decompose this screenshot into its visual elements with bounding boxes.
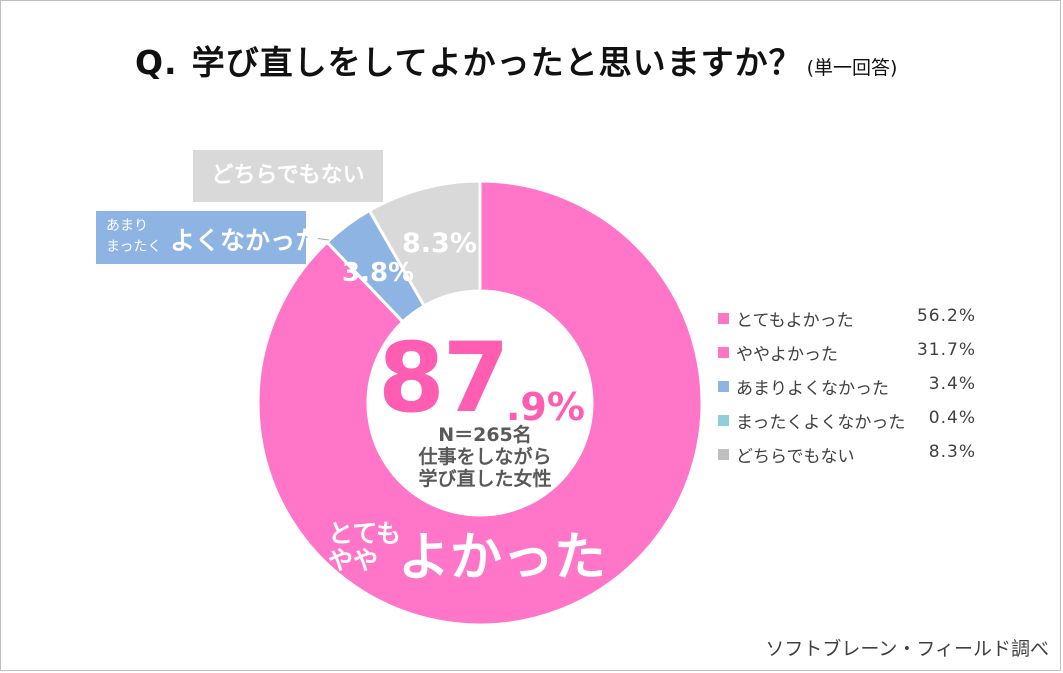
legend-swatch — [718, 313, 729, 324]
center-sample-size: N＝265名 — [438, 424, 532, 446]
good-label-small-1: とても — [328, 519, 402, 548]
legend-value: 56.2% — [916, 306, 976, 326]
good-label-small: とても やや — [328, 520, 401, 574]
legend-item: まったくよくなかった 0.4% — [718, 404, 988, 438]
good-label-big: よかった — [398, 528, 607, 588]
title-subtitle: (単一回答) — [806, 57, 898, 79]
center-note: N＝265名 仕事をしながら 学び直した女性 — [400, 424, 570, 490]
bad-callout: あまり まったく よくなかった — [96, 211, 320, 264]
bad-callout-small-2: まったく — [106, 239, 162, 255]
legend-value: 0.4% — [928, 408, 976, 428]
neutral-segment-label: 8.3% — [402, 228, 477, 259]
legend-value: 3.4% — [928, 374, 976, 394]
chart-title: Q. 学び直しをしてよかったと思いますか？ (単一回答) — [135, 36, 897, 84]
source-note: ソフトブレーン・フィールド調べ — [765, 638, 1049, 660]
legend-item: とてもよかった 56.2% — [718, 302, 988, 336]
neutral-callout: どちらでもない — [193, 150, 383, 202]
legend-swatch — [718, 415, 729, 426]
bad-segment-label: 3.8% — [342, 258, 415, 288]
title-question-mark: Q. — [135, 43, 178, 82]
title-text: 学び直しをしてよかったと思いますか？ — [191, 43, 803, 82]
legend-item: どちらでもない 8.3% — [718, 438, 988, 472]
center-line-1: 仕事をしながら — [418, 446, 552, 468]
center-line-2: 学び直した女性 — [418, 468, 552, 490]
legend-swatch — [718, 381, 729, 392]
bad-callout-big: よくなかった — [170, 226, 321, 255]
donut-ring — [256, 179, 704, 627]
good-label-small-2: やや — [328, 546, 379, 575]
legend-label: ややよかった — [736, 345, 838, 365]
legend-item: ややよかった 31.7% — [718, 336, 988, 370]
legend-label: どちらでもない — [736, 447, 855, 467]
donut-segment-2 — [367, 179, 482, 308]
center-total-value: 87 — [378, 322, 510, 434]
legend: とてもよかった 56.2% ややよかった 31.7% あまりよくなかった 3.4… — [718, 302, 988, 472]
legend-label: まったくよくなかった — [736, 413, 906, 433]
center-total-decimal: .9% — [506, 385, 585, 429]
bad-callout-small-1: あまり — [106, 218, 148, 234]
legend-value: 8.3% — [928, 442, 976, 462]
bad-callout-leader — [305, 236, 330, 241]
legend-label: とてもよかった — [736, 311, 854, 331]
legend-value: 31.7% — [916, 340, 976, 360]
legend-item: あまりよくなかった 3.4% — [718, 370, 988, 404]
legend-label: あまりよくなかった — [736, 379, 889, 399]
bad-callout-small: あまり まったく — [106, 216, 161, 258]
legend-swatch — [718, 449, 729, 460]
donut-segment-0 — [256, 179, 704, 627]
legend-swatch — [718, 347, 729, 358]
